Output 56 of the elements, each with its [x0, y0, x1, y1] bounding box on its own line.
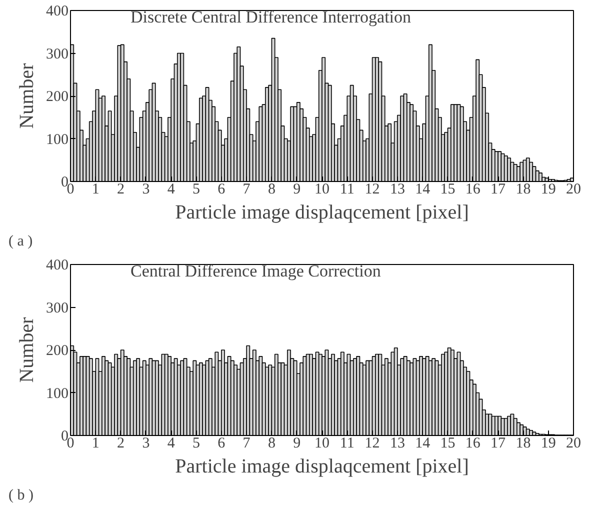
x-tick-label: 16 [465, 182, 481, 198]
x-tick-label: 17 [490, 436, 506, 452]
x-tick-label: 3 [142, 182, 150, 198]
x-tick-label: 10 [314, 436, 330, 452]
x-tick-label: 15 [440, 182, 456, 198]
x-tick-label: 16 [465, 436, 481, 452]
y-tick-label: 100 [46, 132, 68, 148]
y-tick-label: 300 [46, 46, 68, 62]
x-tick-label: 8 [268, 436, 276, 452]
x-tick-label: 18 [516, 436, 531, 452]
x-tick-label: 13 [390, 436, 405, 452]
x-tick-label: 6 [218, 436, 226, 452]
x-axis-title: Particle image displaqcement [pixel] [175, 456, 469, 478]
x-tick-label: 12 [364, 182, 380, 198]
x-tick-label: 13 [390, 182, 405, 198]
x-tick-label: 17 [490, 182, 506, 198]
x-tick-label: 9 [293, 436, 301, 452]
y-tick-label: 100 [46, 386, 68, 402]
x-tick-label: 7 [242, 436, 251, 452]
x-axis-title: Particle image displaqcement [pixel] [175, 202, 469, 224]
y-tick-label: 400 [46, 4, 68, 20]
x-tick-label: 8 [268, 182, 276, 198]
x-tick-label: 1 [92, 182, 100, 198]
x-tick-label: 4 [167, 436, 176, 452]
x-tick-label: 2 [117, 182, 125, 198]
x-tick-label: 3 [142, 436, 150, 452]
x-tick-label: 12 [364, 436, 380, 452]
x-tick-label: 18 [516, 182, 531, 198]
x-tick-label: 19 [540, 182, 556, 198]
x-tick-label: 4 [167, 182, 176, 198]
y-tick-label: 400 [46, 258, 68, 274]
y-axis-title: Number [16, 62, 38, 129]
x-tick-label: 5 [192, 182, 200, 198]
y-tick-label: 300 [46, 300, 68, 316]
x-tick-label: 20 [566, 436, 581, 452]
x-tick-label: 9 [293, 182, 301, 198]
x-tick-label: 20 [566, 182, 581, 198]
x-tick-label: 7 [242, 182, 251, 198]
x-tick-label: 14 [415, 436, 431, 452]
text: ( b ) [8, 488, 34, 504]
x-tick-label: 6 [218, 182, 226, 198]
x-tick-label: 15 [440, 436, 456, 452]
y-axis-title: Number [16, 316, 38, 383]
chart-title: Central Difference Image Correction [130, 262, 382, 280]
x-tick-label: 19 [540, 436, 556, 452]
y-tick-label: 200 [46, 89, 68, 105]
text: ( a ) [8, 234, 33, 250]
x-tick-label: 10 [314, 182, 330, 198]
x-tick-label: 1 [92, 436, 100, 452]
x-tick-label: 14 [415, 182, 431, 198]
x-tick-label: 5 [192, 436, 200, 452]
y-tick-label: 200 [46, 343, 68, 359]
x-tick-label: 2 [117, 436, 125, 452]
x-tick-label: 11 [340, 182, 354, 198]
chart-title: Discrete Central Difference Interrogation [130, 8, 412, 26]
x-tick-label: 11 [340, 436, 354, 452]
